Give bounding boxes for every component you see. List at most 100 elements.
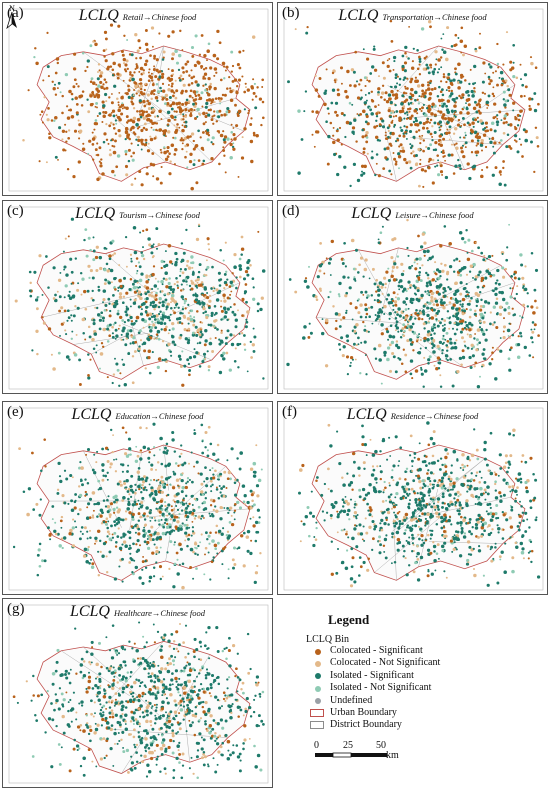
title-prefix: LCLQ <box>338 7 379 24</box>
legend-swatch-icon <box>315 698 321 705</box>
cluster-points <box>12 422 263 590</box>
district-boundary <box>428 541 503 544</box>
scale-unit: km <box>386 750 399 761</box>
district-boundary <box>415 340 441 361</box>
title-suffix: Education→Chinese food <box>115 411 204 421</box>
legend-item: District Boundary <box>302 719 548 731</box>
north-letter: N <box>9 4 15 13</box>
panel-label: (d) <box>282 203 300 219</box>
legend-item: Urban Boundary <box>302 707 548 719</box>
panel-label: (g) <box>7 601 25 617</box>
map-panel-f: (f) LCLQ Residence→Chinese food <box>277 401 548 595</box>
cluster-points <box>287 19 540 188</box>
legend-item: Colocated - Not Significant <box>302 657 548 669</box>
legend-title: Legend <box>328 612 370 627</box>
panel-label: (c) <box>7 203 24 219</box>
district-boundary <box>418 489 439 567</box>
cluster-points <box>298 421 541 588</box>
district-boundary <box>392 458 485 532</box>
title-suffix: Tourism→Chinese food <box>119 210 200 220</box>
title-suffix: Transportation→Chinese food <box>382 12 487 22</box>
map-canvas-e <box>8 407 269 591</box>
district-boundary <box>61 650 131 697</box>
map-canvas-d <box>283 206 544 390</box>
district-boundary <box>139 508 250 518</box>
panel-label: (b) <box>282 5 300 21</box>
district-boundary <box>157 45 164 94</box>
map-canvas-f <box>283 407 544 591</box>
district-boundary <box>83 450 122 528</box>
title-prefix: LCLQ <box>351 205 392 222</box>
cluster-points <box>286 218 540 389</box>
legend-item-label: Colocated - Not Significant <box>330 657 441 669</box>
urban-boundary <box>36 640 251 774</box>
legend-item-label: Undefined <box>330 694 373 706</box>
district-boundary <box>393 518 397 581</box>
map-canvas-a <box>8 8 269 192</box>
map-panel-e: (e) LCLQ Education→Chinese food <box>2 401 273 595</box>
district-boundary <box>73 332 149 345</box>
map-panel-g: (g) LCLQ Healthcare→Chinese food <box>2 598 273 788</box>
legend-item-label: District Boundary <box>330 719 402 731</box>
panel-title: LCLQ Education→Chinese food <box>3 406 272 424</box>
district-boundary <box>91 334 128 355</box>
map-legend: Legend LCLQ Bin Colocated - Significant C… <box>302 612 548 788</box>
legend-item-label: Isolated - Not Significant <box>330 682 432 694</box>
district-boundary <box>41 290 156 318</box>
legend-swatch-icon <box>315 648 321 655</box>
district-boundary <box>316 317 402 324</box>
legend-item: Isolated - Significant <box>302 670 548 682</box>
legend-item-label: Isolated - Significant <box>330 669 414 681</box>
legend-swatch-icon <box>310 721 324 730</box>
panel-title: LCLQ Retail→Chinese food <box>3 7 272 25</box>
legend-swatch-icon <box>315 685 321 692</box>
district-boundary <box>107 641 164 703</box>
panel-title: LCLQ Transportation→Chinese food <box>278 7 547 25</box>
map-panel-d: (d) LCLQ Leisure→Chinese food <box>277 200 548 394</box>
panel-label: (f) <box>282 404 297 420</box>
district-boundary <box>410 137 503 145</box>
panel-title: LCLQ Tourism→Chinese food <box>3 205 272 223</box>
legend-swatch-icon <box>315 673 321 680</box>
legend-item: Isolated - Not Significant <box>302 682 548 694</box>
legend-swatch-icon <box>315 660 321 667</box>
panel-label: (e) <box>7 404 24 420</box>
title-suffix: Retail→Chinese food <box>122 12 197 22</box>
legend-items: Colocated - Significant Colocated - Not S… <box>302 645 548 732</box>
cluster-points <box>22 23 265 191</box>
title-suffix: Residence→Chinese food <box>390 411 479 421</box>
panel-title: LCLQ Healthcare→Chinese food <box>3 603 272 621</box>
cluster-points <box>14 217 266 387</box>
district-boundary <box>113 729 228 738</box>
title-prefix: LCLQ <box>69 603 110 620</box>
legend-subtitle: LCLQ Bin <box>306 634 350 645</box>
district-boundary <box>393 45 439 97</box>
scale-bar-graphic <box>315 752 387 758</box>
scale-tick-25: 25 <box>343 740 353 751</box>
map-panel-a: (a) LCLQ Retail→Chinese food N <box>2 2 273 196</box>
district-boundary <box>358 249 398 320</box>
legend-item: Undefined <box>302 695 548 707</box>
legend-item: Colocated - Significant <box>302 645 548 657</box>
map-canvas-c <box>8 206 269 390</box>
title-prefix: LCLQ <box>78 7 119 24</box>
title-prefix: LCLQ <box>75 205 116 222</box>
scale-tick-0: 0 <box>314 740 319 751</box>
title-prefix: LCLQ <box>71 406 112 423</box>
district-boundary <box>374 509 450 573</box>
district-boundary <box>121 729 150 774</box>
district-boundary <box>181 684 190 763</box>
scale-bar: 0 25 50 km <box>310 740 540 770</box>
district-boundary <box>394 458 485 534</box>
scale-tick-50: 50 <box>376 740 386 751</box>
legend-item-label: Urban Boundary <box>330 706 397 718</box>
map-canvas-g <box>8 604 269 784</box>
legend-item-label: Colocated - Significant <box>330 645 423 656</box>
panel-title: LCLQ Residence→Chinese food <box>278 406 547 424</box>
title-suffix: Healthcare→Chinese food <box>113 608 206 618</box>
title-suffix: Leisure→Chinese food <box>395 210 474 220</box>
title-prefix: LCLQ <box>346 406 387 423</box>
north-arrow-icon: N <box>6 4 17 29</box>
map-panel-c: (c) LCLQ Tourism→Chinese food <box>2 200 273 394</box>
legend-swatch-icon <box>310 708 324 717</box>
